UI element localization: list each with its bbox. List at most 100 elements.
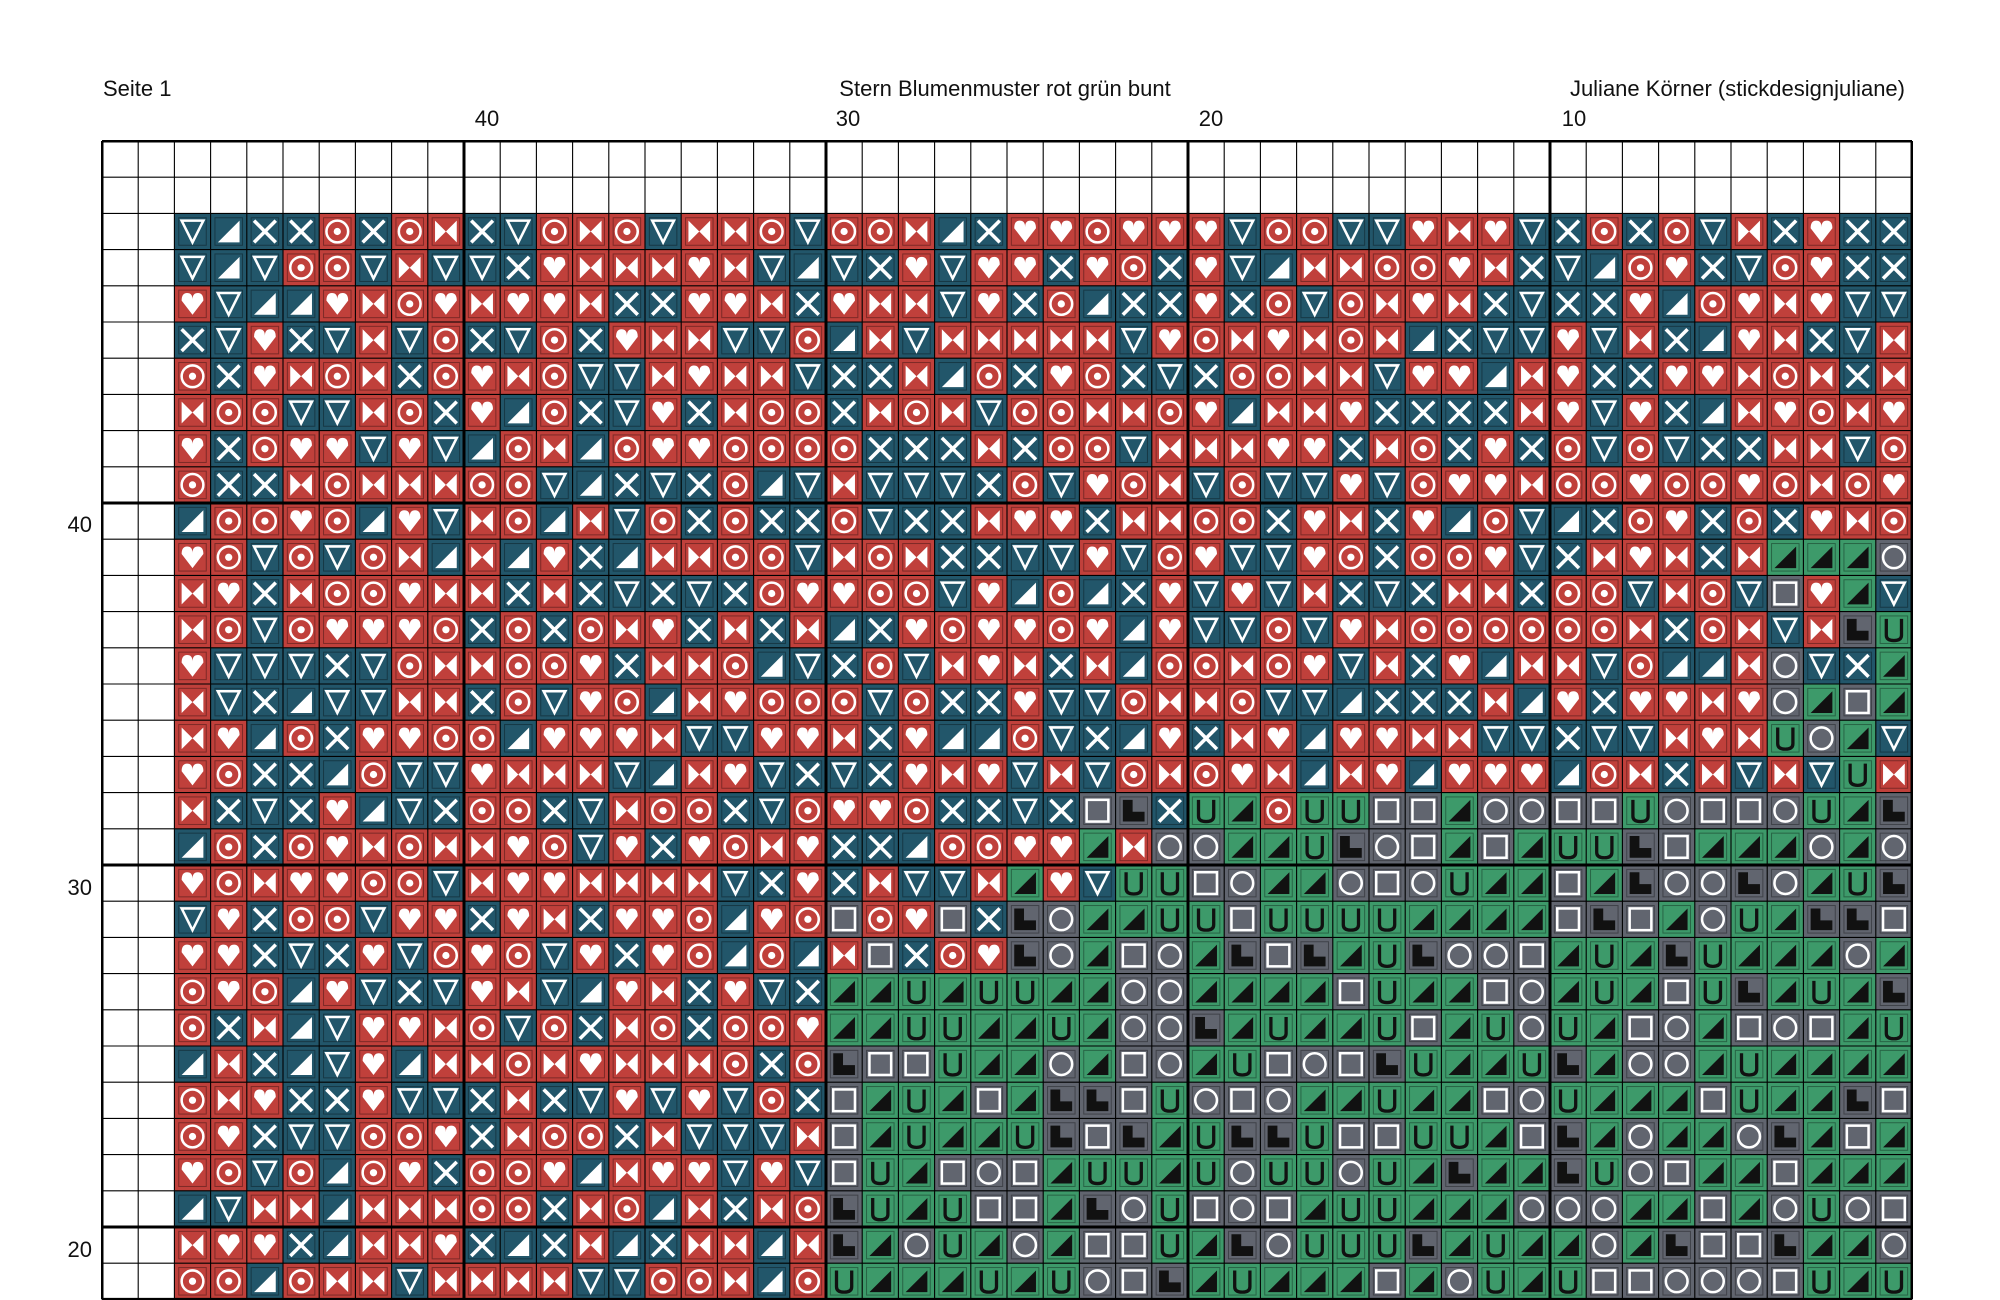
stitch-cell: [717, 1009, 754, 1046]
stitch-cell: [500, 937, 537, 974]
stitch-cell: [427, 1263, 464, 1300]
stitch-cell: [1550, 1154, 1587, 1191]
stitch-cell: [210, 1190, 247, 1227]
stitch-cell: [1332, 1227, 1369, 1264]
stitch-cell: [1405, 1263, 1442, 1300]
stitch-cell: [246, 503, 283, 540]
stitch-cell: [789, 430, 826, 467]
stitch-cell: [246, 1118, 283, 1155]
stitch-cell: [1441, 466, 1478, 503]
stitch-cell: [1079, 901, 1116, 938]
stitch-cell: [1369, 611, 1406, 648]
stitch-cell: [1622, 539, 1659, 576]
stitch-cell: [1115, 1190, 1152, 1227]
stitch-cell: [1622, 430, 1659, 467]
stitch-cell: [1731, 394, 1768, 431]
stitch-cell: [1839, 249, 1876, 286]
stitch-cell: [210, 213, 247, 250]
stitch-cell: [1622, 503, 1659, 540]
stitch-cell: [319, 865, 356, 902]
stitch-cell: [1115, 285, 1152, 322]
stitch-cell: [1622, 684, 1659, 721]
stitch-cell: [753, 1263, 790, 1300]
stitch-cell: [174, 756, 211, 793]
stitch-cell: [1875, 1046, 1912, 1083]
stitch-cell: [1803, 1227, 1840, 1264]
stitch-cell: [319, 792, 356, 829]
stitch-cell: [174, 503, 211, 540]
stitch-cell: [862, 1190, 899, 1227]
stitch-cell: [1803, 937, 1840, 974]
stitch-cell: [645, 973, 682, 1010]
stitch-cell: [862, 611, 899, 648]
stitch-cell: [970, 213, 1007, 250]
stitch-cell: [1694, 865, 1731, 902]
stitch-cell: [898, 358, 935, 395]
stitch-cell: [319, 466, 356, 503]
column-number-40: 40: [474, 106, 500, 131]
stitch-cell: [898, 937, 935, 974]
stitch-cell: [1224, 756, 1261, 793]
stitch-cell: [681, 430, 718, 467]
stitch-cell: [1224, 503, 1261, 540]
stitch-cell: [1332, 684, 1369, 721]
stitch-cell: [174, 1009, 211, 1046]
stitch-cell: [391, 1046, 428, 1083]
stitch-cell: [1550, 322, 1587, 359]
stitch-cell: [1369, 358, 1406, 395]
stitch-cell: [1767, 322, 1804, 359]
stitch-cell: [1115, 430, 1152, 467]
stitch-cell: [1767, 575, 1804, 612]
stitch-cell: [1079, 611, 1116, 648]
stitch-cell: [427, 503, 464, 540]
stitch-cell: [1513, 322, 1550, 359]
stitch-cell: [898, 1009, 935, 1046]
stitch-cell: [970, 756, 1007, 793]
stitch-cell: [500, 720, 537, 757]
stitch-cell: [753, 575, 790, 612]
stitch-cell: [1731, 1009, 1768, 1046]
stitch-cell: [1296, 394, 1333, 431]
stitch-cell: [789, 213, 826, 250]
stitch-cell: [934, 503, 971, 540]
stitch-cell: [898, 539, 935, 576]
stitch-cell: [645, 358, 682, 395]
stitch-cell: [826, 466, 863, 503]
stitch-cell: [645, 1046, 682, 1083]
stitch-cell: [717, 720, 754, 757]
stitch-cell: [464, 1118, 501, 1155]
stitch-cell: [174, 828, 211, 865]
stitch-cell: [1151, 937, 1188, 974]
stitch-cell: [355, 937, 392, 974]
stitch-cell: [717, 611, 754, 648]
stitch-cell: [427, 647, 464, 684]
stitch-cell: [1803, 865, 1840, 902]
stitch-cell: [283, 539, 320, 576]
stitch-cell: [1477, 539, 1514, 576]
stitch-cell: [862, 249, 899, 286]
stitch-cell: [789, 1154, 826, 1191]
stitch-cell: [753, 937, 790, 974]
stitch-cell: [1513, 973, 1550, 1010]
stitch-cell: [1441, 1118, 1478, 1155]
stitch-cell: [1369, 1154, 1406, 1191]
stitch-cell: [1043, 394, 1080, 431]
stitch-cell: [210, 756, 247, 793]
stitch-cell: [1731, 684, 1768, 721]
stitch-cell: [1079, 430, 1116, 467]
stitch-cell: [645, 503, 682, 540]
stitch-cell: [427, 973, 464, 1010]
stitch-cell: [681, 466, 718, 503]
stitch-cell: [1224, 285, 1261, 322]
stitch-cell: [536, 865, 573, 902]
stitch-cell: [1079, 828, 1116, 865]
stitch-cell: [1405, 937, 1442, 974]
stitch-cell: [174, 973, 211, 1010]
stitch-cell: [1296, 647, 1333, 684]
stitch-cell: [1513, 756, 1550, 793]
stitch-cell: [1803, 792, 1840, 829]
stitch-cell: [1839, 503, 1876, 540]
stitch-cell: [1260, 973, 1297, 1010]
stitch-cell: [862, 1263, 899, 1300]
stitch-cell: [826, 1263, 863, 1300]
